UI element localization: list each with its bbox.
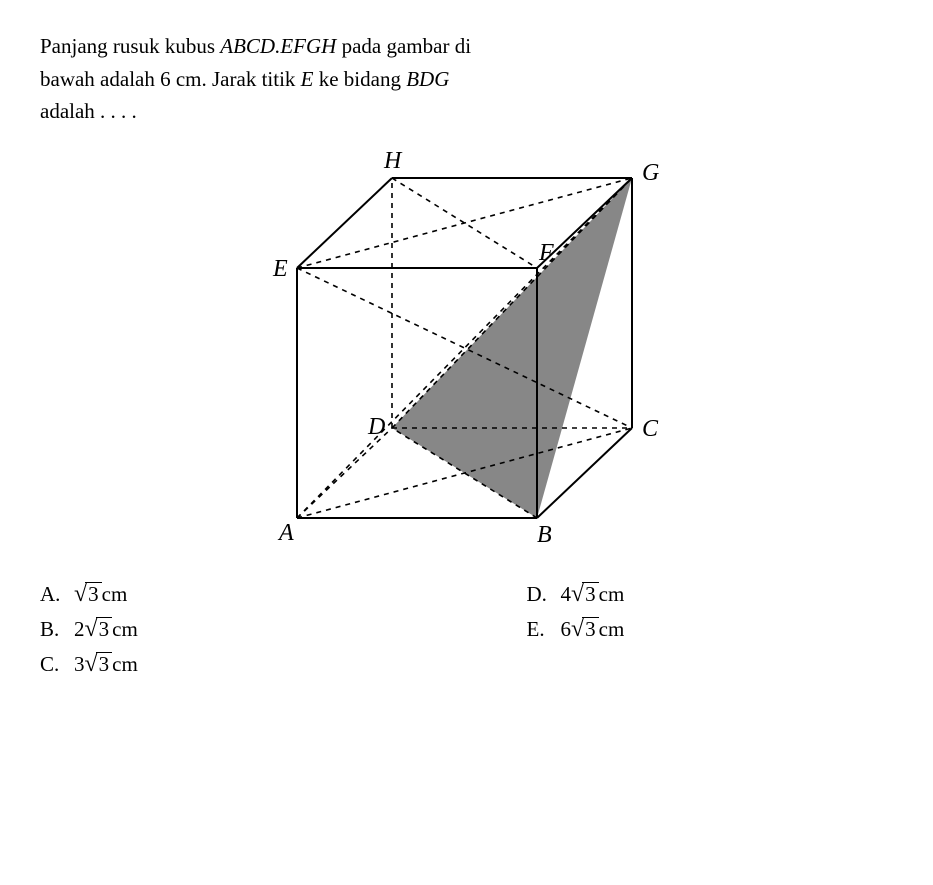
svg-text:C: C [642,416,659,442]
svg-text:H: H [383,148,403,174]
q-part: pada gambar di [336,34,471,58]
svg-text:E: E [272,256,288,282]
option-coef: 6 [561,617,572,642]
sqrt-icon: √3 [571,617,599,641]
option-rad: 3 [582,582,599,606]
svg-text:F: F [538,240,554,266]
q-point-e: E [301,67,314,91]
cube-svg: A B C D E F G H [237,138,697,568]
option-coef: 3 [74,652,85,677]
option-c: C. 3 √3 cm [40,652,407,677]
option-e: E. 6 √3 cm [527,617,894,642]
question-text: Panjang rusuk kubus ABCD.EFGH pada gamba… [40,30,893,128]
option-rad: 3 [96,652,113,676]
sqrt-icon: √3 [571,582,599,606]
svg-text:G: G [642,160,659,186]
cube-figure: A B C D E F G H [40,138,893,568]
option-coef: 2 [74,617,85,642]
option-letter: A. [40,582,74,607]
q-part: ke bidang [313,67,406,91]
option-letter: B. [40,617,74,642]
option-rad: 3 [96,617,113,641]
svg-text:B: B [537,522,552,548]
q-part: Panjang rusuk kubus [40,34,220,58]
sqrt-icon: √3 [85,652,113,676]
option-unit: cm [599,617,625,642]
option-rad: 3 [85,582,102,606]
option-letter: E. [527,617,561,642]
svg-text:D: D [367,414,385,440]
options-grid: A. √3 cm D. 4 √3 cm B. 2 √3 cm E. 6 √3 c… [40,582,893,677]
q-cube: ABCD.EFGH [220,34,336,58]
option-d: D. 4 √3 cm [527,582,894,607]
option-letter: D. [527,582,561,607]
option-unit: cm [112,652,138,677]
option-coef: 4 [561,582,572,607]
option-rad: 3 [582,617,599,641]
q-part: bawah adalah 6 cm. Jarak titik [40,67,301,91]
option-letter: C. [40,652,74,677]
sqrt-icon: √3 [85,617,113,641]
sqrt-icon: √3 [74,582,102,606]
q-part: adalah . . . . [40,99,137,123]
option-a: A. √3 cm [40,582,407,607]
option-unit: cm [112,617,138,642]
q-plane: BDG [406,67,449,91]
option-b: B. 2 √3 cm [40,617,407,642]
option-unit: cm [102,582,128,607]
option-unit: cm [599,582,625,607]
svg-text:A: A [277,520,294,546]
